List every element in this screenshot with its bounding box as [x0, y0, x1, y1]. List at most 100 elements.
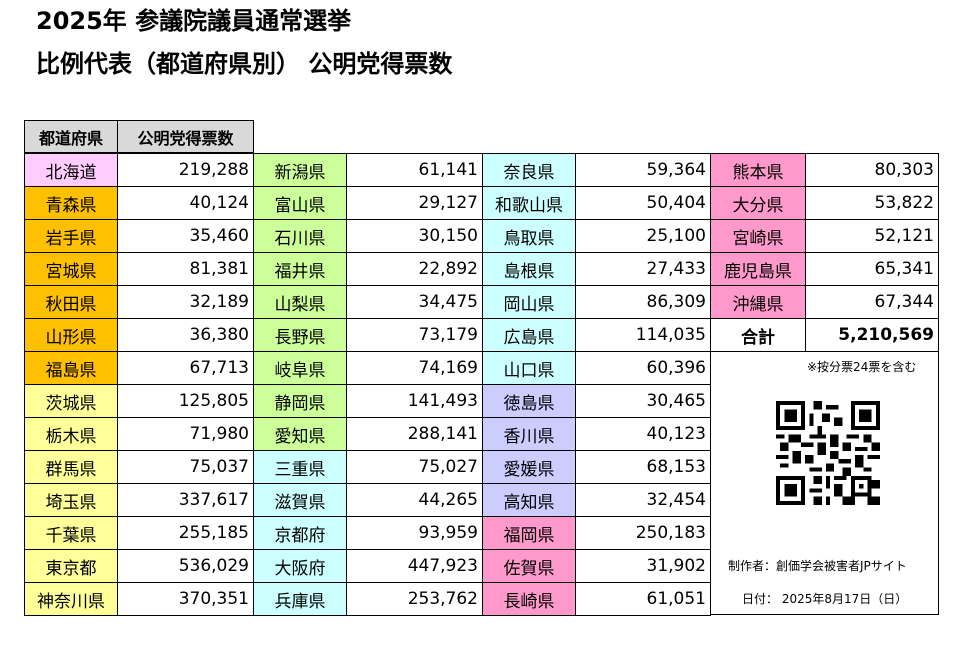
prefecture-votes: 65,341: [805, 252, 939, 286]
prefecture-votes: 50,404: [575, 186, 711, 220]
prefecture-name: 千葉県: [24, 516, 118, 550]
prefecture-votes: 25,100: [575, 219, 711, 253]
prefecture-name: 栃木県: [24, 417, 118, 451]
prefecture-name: 北海道: [24, 153, 118, 187]
prefecture-name: 岡山県: [482, 285, 576, 319]
prefecture-votes: 31,902: [575, 549, 711, 583]
prefecture-name: 長崎県: [482, 582, 576, 616]
prefecture-name: 大分県: [710, 186, 806, 220]
prefecture-votes: 370,351: [117, 582, 254, 616]
prefecture-name: 福島県: [24, 351, 118, 385]
total-label: 合計: [710, 318, 806, 352]
prefecture-votes: 255,185: [117, 516, 254, 550]
prefecture-name: 熊本県: [710, 153, 806, 187]
prefecture-name: 山形県: [24, 318, 118, 352]
prefecture-name: 神奈川県: [24, 582, 118, 616]
prefecture-votes: 44,265: [346, 483, 483, 517]
prefecture-votes: 74,169: [346, 351, 483, 385]
header-votes: 公明党得票数: [117, 120, 254, 153]
prefecture-votes: 30,150: [346, 219, 483, 253]
prefecture-votes: 288,141: [346, 417, 483, 451]
prefecture-votes: 125,805: [117, 384, 254, 418]
prefecture-votes: 81,381: [117, 252, 254, 286]
prefecture-name: 石川県: [253, 219, 347, 253]
prefecture-votes: 40,124: [117, 186, 254, 220]
prefecture-name: 愛知県: [253, 417, 347, 451]
prefecture-name: 和歌山県: [482, 186, 576, 220]
prefecture-votes: 34,475: [346, 285, 483, 319]
date-note: 日付： 2025年8月17日（日）: [742, 592, 908, 606]
prefecture-name: 奈良県: [482, 153, 576, 187]
prefecture-name: 兵庫県: [253, 582, 347, 616]
prefecture-votes: 71,980: [117, 417, 254, 451]
prefecture-name: 長野県: [253, 318, 347, 352]
prefecture-votes: 59,364: [575, 153, 711, 187]
prefecture-votes: 536,029: [117, 549, 254, 583]
prefecture-name: 京都府: [253, 516, 347, 550]
page-subtitle: 比例代表（都道府県別） 公明党得票数: [36, 50, 453, 78]
prefecture-name: 三重県: [253, 450, 347, 484]
prefecture-name: 宮崎県: [710, 219, 806, 253]
prefecture-votes: 75,037: [117, 450, 254, 484]
prefecture-name: 沖縄県: [710, 285, 806, 319]
prefecture-name: 大阪府: [253, 549, 347, 583]
prefecture-name: 静岡県: [253, 384, 347, 418]
prefecture-votes: 29,127: [346, 186, 483, 220]
prefecture-name: 埼玉県: [24, 483, 118, 517]
prefecture-name: 群馬県: [24, 450, 118, 484]
prefecture-votes: 141,493: [346, 384, 483, 418]
header-prefecture: 都道府県: [24, 120, 118, 153]
prefecture-votes: 337,617: [117, 483, 254, 517]
prefecture-votes: 30,465: [575, 384, 711, 418]
prefecture-votes: 93,959: [346, 516, 483, 550]
prefecture-votes: 73,179: [346, 318, 483, 352]
prefecture-name: 山口県: [482, 351, 576, 385]
prefecture-votes: 219,288: [117, 153, 254, 187]
prefecture-name: 茨城県: [24, 384, 118, 418]
prefecture-votes: 60,396: [575, 351, 711, 385]
prefecture-votes: 250,183: [575, 516, 711, 550]
prefecture-votes: 80,303: [805, 153, 939, 187]
prefecture-votes: 75,027: [346, 450, 483, 484]
prefecture-name: 島根県: [482, 252, 576, 286]
prefecture-votes: 32,454: [575, 483, 711, 517]
results-table: 北海道 219,288 青森県 40,124 岩手県 35,460 宮城県 81,381 秋田県…: [24, 153, 939, 616]
prefecture-votes: 27,433: [575, 252, 711, 286]
prefecture-votes: 114,035: [575, 318, 711, 352]
prefecture-name: 徳島県: [482, 384, 576, 418]
prefecture-name: 愛媛県: [482, 450, 576, 484]
prefecture-votes: 67,344: [805, 285, 939, 319]
prefecture-name: 佐賀県: [482, 549, 576, 583]
prefecture-name: 山梨県: [253, 285, 347, 319]
author-note: 制作者：創価学会被害者JPサイト: [728, 559, 907, 573]
prefecture-votes: 35,460: [117, 219, 254, 253]
prefecture-name: 福岡県: [482, 516, 576, 550]
prefecture-name: 富山県: [253, 186, 347, 220]
prefecture-name: 広島県: [482, 318, 576, 352]
prefecture-name: 新潟県: [253, 153, 347, 187]
prefecture-votes: 61,051: [575, 582, 711, 616]
proportional-note: ※按分票24票を含む: [807, 360, 917, 374]
prefecture-votes: 253,762: [346, 582, 483, 616]
prefecture-votes: 61,141: [346, 153, 483, 187]
prefecture-name: 秋田県: [24, 285, 118, 319]
prefecture-name: 香川県: [482, 417, 576, 451]
prefecture-name: 高知県: [482, 483, 576, 517]
prefecture-votes: 32,189: [117, 285, 254, 319]
total-votes: 5,210,569: [805, 318, 939, 352]
prefecture-name: 宮城県: [24, 252, 118, 286]
prefecture-votes: 67,713: [117, 351, 254, 385]
prefecture-name: 鳥取県: [482, 219, 576, 253]
prefecture-votes: 40,123: [575, 417, 711, 451]
prefecture-votes: 53,822: [805, 186, 939, 220]
prefecture-votes: 22,892: [346, 252, 483, 286]
prefecture-name: 岩手県: [24, 219, 118, 253]
prefecture-votes: 447,923: [346, 549, 483, 583]
qr-code-icon[interactable]: [776, 401, 880, 505]
prefecture-votes: 86,309: [575, 285, 711, 319]
prefecture-votes: 52,121: [805, 219, 939, 253]
prefecture-name: 東京都: [24, 549, 118, 583]
prefecture-name: 岐阜県: [253, 351, 347, 385]
page-title: 2025年 参議院議員通常選挙: [36, 7, 352, 35]
prefecture-name: 福井県: [253, 252, 347, 286]
